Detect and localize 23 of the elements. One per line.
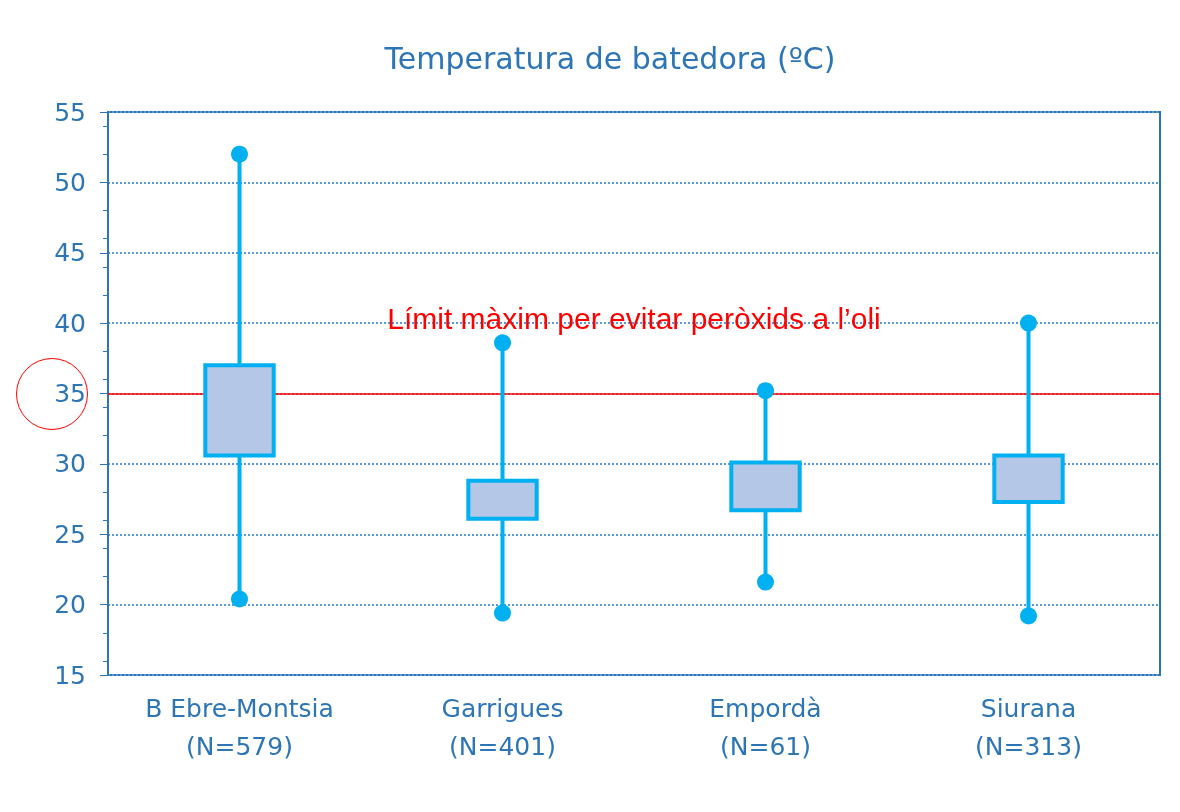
point (494, 604, 511, 622)
point (757, 573, 774, 591)
y-tick-label: 30 (54, 449, 86, 479)
point (1020, 607, 1037, 625)
y-tick-label: 40 (54, 308, 86, 338)
y-tick-label: 35 (54, 379, 86, 408)
chart-title: Temperatura de batedora (ºC) (383, 40, 836, 76)
x-tick-label: Empordà (N=61) (709, 693, 822, 761)
ref-line-label: Límit màxim per evitar peròxids a l’oli (387, 302, 881, 335)
y-tick-label: 15 (54, 660, 86, 690)
x-tick-label: Garrigues (N=401) (441, 693, 564, 761)
y-tick-label: 50 (54, 167, 86, 197)
point (231, 590, 248, 608)
y-tick-label: 20 (54, 590, 86, 620)
y-tick-label: 45 (54, 238, 86, 268)
point (1020, 314, 1037, 332)
point (757, 382, 774, 400)
x-tick-label: Siurana (N=313) (975, 693, 1082, 761)
point (231, 145, 248, 163)
y-tick-label: 55 (54, 97, 86, 127)
x-tick-label: B Ebre-Montsia (N=579) (145, 693, 334, 761)
y-tick-label: 25 (54, 519, 86, 549)
point (494, 334, 511, 352)
